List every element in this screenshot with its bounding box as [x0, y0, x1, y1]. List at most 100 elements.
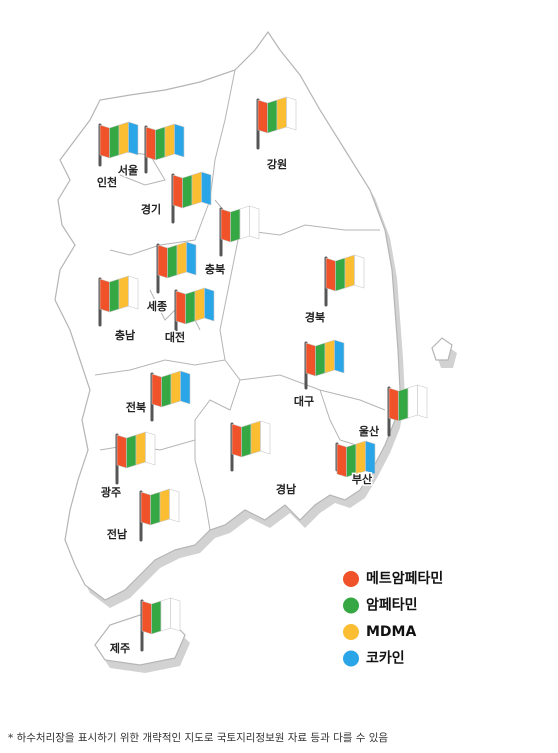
- region-label: 울산: [359, 424, 379, 438]
- flag-stripe: [335, 257, 346, 292]
- flag-stripe: [151, 600, 162, 635]
- flag: 대구: [292, 339, 345, 410]
- flag: 제주: [108, 597, 181, 657]
- flag: 부산: [335, 440, 376, 488]
- flag-stripe: [286, 96, 297, 131]
- flag-stripe: [170, 597, 181, 632]
- legend-label: MDMA: [366, 624, 416, 640]
- flag-stripe: [334, 339, 345, 374]
- flag-stripe: [160, 597, 171, 632]
- flag: 전북: [124, 370, 191, 422]
- flag: 충남: [98, 275, 139, 344]
- flag-stripe: [241, 423, 252, 458]
- flag-stripe: [116, 434, 127, 469]
- flag-stripe: [204, 287, 215, 322]
- flag-stripe: [180, 370, 191, 405]
- flag-stripe: [260, 420, 271, 455]
- flag-stripe: [354, 254, 365, 289]
- flag-stripe: [186, 241, 197, 276]
- flag: 충북: [203, 205, 260, 278]
- flag-stripe: [151, 373, 162, 408]
- flag-stripe: [109, 278, 120, 313]
- flag-stripe: [141, 600, 152, 635]
- flag-stripe: [170, 370, 181, 405]
- flag-stripe: [336, 443, 347, 478]
- flag-stripe: [276, 96, 287, 131]
- region-label: 경북: [305, 310, 325, 324]
- region-label: 대구: [294, 394, 314, 408]
- region-label: 충남: [115, 328, 135, 342]
- flag-stripe: [99, 278, 110, 313]
- flag-stripe: [164, 123, 175, 158]
- flag: 광주: [99, 431, 156, 501]
- region-label: 전북: [126, 400, 146, 414]
- flag: 강원: [256, 96, 297, 173]
- region-label: 세종: [147, 299, 167, 313]
- legend-label: 코카인: [366, 650, 405, 667]
- flag-stripe: [355, 440, 366, 475]
- legend-swatch: [343, 597, 359, 614]
- flag-stripe: [365, 440, 376, 475]
- legend-swatch: [343, 624, 359, 640]
- flag-stripe: [169, 488, 180, 523]
- flag: 경기: [139, 171, 212, 224]
- flag-stripe: [249, 205, 260, 240]
- flag-stripe: [118, 275, 129, 310]
- flag-stripe: [325, 257, 336, 292]
- flag-stripe: [155, 126, 166, 161]
- flag-stripe: [135, 431, 146, 466]
- flag-stripe: [167, 244, 178, 279]
- region-label: 대전: [165, 330, 185, 344]
- region-label: 경남: [276, 482, 296, 496]
- flag-stripe: [398, 387, 409, 422]
- flag-stripe: [145, 126, 156, 161]
- legend-swatch: [343, 650, 359, 667]
- flag: 인천: [95, 121, 139, 191]
- flag: 경북: [303, 254, 365, 326]
- flag-stripe: [257, 99, 268, 134]
- region-label: 전남: [107, 527, 127, 541]
- region-label: 인천: [97, 175, 117, 189]
- region-borders: [94, 69, 386, 531]
- flag-stripe: [230, 208, 241, 243]
- flag-stripe: [126, 434, 137, 469]
- flag-stripe: [175, 290, 186, 325]
- flag-stripe: [315, 342, 326, 377]
- flag-stripe: [185, 290, 196, 325]
- flag: 경남: [230, 420, 298, 498]
- flag-stripe: [305, 342, 316, 377]
- flag-stripe: [128, 121, 139, 156]
- flag-stripe: [191, 171, 202, 206]
- flag-stripe: [201, 171, 212, 206]
- region-label: 경기: [141, 202, 161, 216]
- flag-stripe: [172, 174, 183, 209]
- flag: 서울: [116, 123, 185, 179]
- flag-stripe: [118, 121, 129, 156]
- flag-stripe: [109, 124, 120, 159]
- flag-stripe: [407, 384, 418, 419]
- flag-stripe: [99, 124, 110, 159]
- region-label: 충북: [205, 262, 225, 276]
- flag-stripe: [267, 99, 278, 134]
- flag-stripe: [182, 174, 193, 209]
- region-label: 광주: [101, 486, 121, 499]
- legend-swatch: [343, 571, 359, 587]
- flag-stripe: [344, 254, 355, 289]
- flag-stripe: [239, 205, 250, 240]
- flag: 대전: [163, 287, 215, 346]
- flag-stripe: [145, 431, 156, 466]
- flag-stripe: [174, 123, 185, 158]
- region-label: 서울: [118, 163, 138, 177]
- flag-stripe: [140, 491, 151, 526]
- legend-label: 암페타민: [366, 597, 418, 614]
- flag: 세종: [145, 241, 197, 315]
- flag-stripe: [128, 275, 139, 310]
- flag-stripe: [194, 287, 205, 322]
- flag-stripe: [176, 241, 187, 276]
- legend-label: 메트암페타민: [366, 570, 443, 587]
- flag-stripe: [159, 488, 170, 523]
